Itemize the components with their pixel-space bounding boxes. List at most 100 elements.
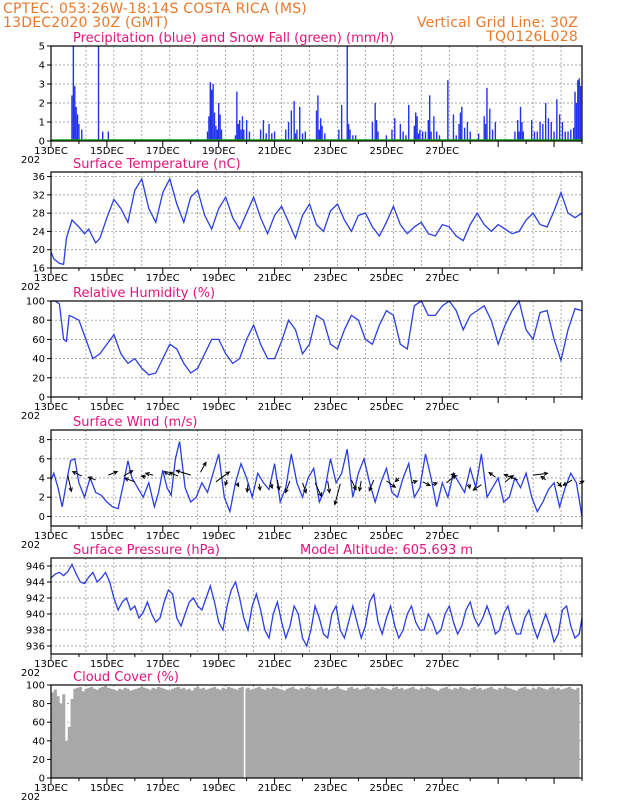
precip-bar [206, 131, 209, 141]
wind-arrow-head [128, 470, 134, 475]
cloud-cover-bar [148, 689, 152, 778]
wind-arrow [145, 472, 154, 476]
cloud-cover-bar [498, 687, 502, 778]
cloud-cover-bar [123, 687, 127, 778]
precip-bar [219, 114, 221, 141]
cloud-cover-bar [492, 688, 496, 778]
y-tick-label: 20 [32, 755, 45, 766]
y-tick-label: 0 [39, 774, 45, 785]
x-tick-label: 17DEC [146, 659, 180, 670]
cloud-cover-bar [380, 686, 384, 778]
x-tick-label: 19DEC [202, 273, 236, 284]
panel-precipitation: 0 1 2 3 4 5 13DEC 15DEC 17DEC 19DEC 21DEC 23DEC 25DE… [21, 31, 583, 166]
series-line-pressure [50, 562, 583, 648]
precip-bar [78, 123, 80, 141]
precip-bar [399, 123, 402, 141]
cloud-cover-bar [120, 689, 124, 778]
y-tick-label: 40 [32, 354, 45, 365]
precip-bar [530, 120, 533, 141]
x-tick-label: 27DEC [425, 783, 459, 794]
cloud-cover-bar [229, 687, 233, 778]
cloud-cover-bar [182, 687, 186, 778]
cloud-cover-bar [162, 688, 166, 778]
cloud-cover-bar [484, 688, 488, 778]
precip-bar [243, 129, 245, 141]
y-tick-label: 940 [26, 610, 45, 621]
x-tick-label: 25DEC [370, 146, 404, 157]
series-line-temperature [50, 177, 583, 266]
cloud-cover-bar [101, 686, 105, 778]
cloud-cover-bar [285, 688, 289, 778]
cloud-cover-bar [51, 692, 55, 778]
cloud-cover-bar [73, 688, 77, 778]
cloud-cover-bar [559, 689, 563, 778]
precip-bar [317, 95, 319, 141]
wind-arrow [276, 479, 280, 490]
cloud-cover-bar [495, 689, 499, 778]
cloud-cover-bar [391, 687, 396, 778]
panel-wind: 0 2 4 6 8 13DEC 15DEC 17DEC 19DEC 21DEC 23DEC 25DEC… [21, 415, 585, 551]
cloud-cover-bar [282, 690, 287, 778]
cloud-cover-bar [224, 688, 228, 778]
precip-bar [236, 91, 238, 141]
y-tick-label: 24 [32, 227, 45, 238]
x-tick-label: 13DEC [34, 783, 68, 794]
cloud-cover-bar [442, 687, 446, 778]
cloud-cover-bar [576, 687, 580, 778]
cloud-cover-bar [132, 689, 136, 778]
cloud-cover-bar [467, 689, 471, 778]
x-tick-label: 13DEC [34, 273, 68, 284]
wind-arrow-head [317, 492, 322, 498]
x-tick-label: 25DEC [370, 402, 404, 413]
cloud-cover-bar [551, 686, 555, 778]
y-tick-label: 40 [32, 736, 45, 747]
cloud-cover-bar [92, 688, 97, 778]
cloud-cover-bar [213, 686, 217, 778]
panel-title-cloud-cover: Cloud Cover (%) [73, 670, 179, 685]
cloud-cover-bar [90, 686, 94, 778]
x-tick-label: 17DEC [146, 531, 180, 542]
x-tick-label: 25DEC [370, 531, 404, 542]
precip-bar [102, 131, 104, 141]
precip-bar [556, 99, 558, 141]
cloud-cover-bar [243, 688, 247, 778]
cloud-cover-bar [322, 688, 326, 778]
x-tick-label: 13DEC [34, 146, 68, 157]
precip-bar [241, 116, 244, 141]
wind-arrow-head [123, 477, 129, 482]
precip-bar [564, 131, 566, 141]
precip-bar [413, 125, 416, 141]
wind-arrow [473, 484, 482, 491]
cloud-cover-bar [500, 688, 505, 778]
precip-bar [338, 129, 340, 141]
precip-bar [208, 116, 210, 141]
cloud-cover-bar [554, 688, 558, 778]
precip-bar [237, 123, 239, 141]
x-tick-label: 17DEC [146, 402, 180, 413]
cloud-cover-bar [408, 687, 412, 778]
cloud-cover-bar [215, 688, 219, 778]
cloud-cover-bar [503, 686, 507, 778]
y-tick-label: 100 [26, 681, 45, 692]
wind-arrow-head [333, 500, 338, 506]
y-tick-label: 16 [32, 264, 45, 275]
precip-bar [459, 112, 462, 141]
cloud-cover-bar [545, 689, 549, 778]
wind-arrow-head [425, 481, 431, 486]
wind-arrow-head [245, 487, 250, 494]
precip-bar [220, 129, 223, 141]
cloud-cover-bar [95, 689, 99, 778]
precip-bar [577, 80, 579, 141]
cloud-cover-bar [154, 688, 158, 778]
wind-arrow [314, 482, 322, 497]
wind-arrow [200, 462, 207, 473]
cloud-cover-bar [433, 689, 437, 778]
cloud-cover-bar [84, 688, 88, 778]
x-tick-label: 21DEC [258, 273, 292, 284]
precip-bar [265, 133, 267, 141]
x-tick-label: 15DEC [90, 531, 124, 542]
precip-bar [238, 120, 241, 141]
cloud-cover-bar [517, 688, 521, 778]
x-tick-label: 19DEC [202, 146, 236, 157]
